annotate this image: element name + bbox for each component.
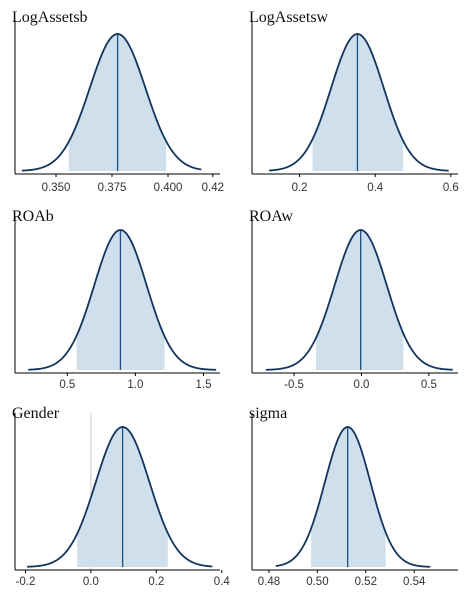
logassetsw-x-tick-label: 0.6 — [443, 182, 459, 194]
gender-x-tick-label: 0.4 — [214, 576, 231, 588]
roab-x-tick-label: 1.0 — [127, 379, 143, 391]
logassetsb-panel-title: LogAssetsb — [12, 9, 88, 26]
roaw-x-tick-label: -0.5 — [284, 379, 304, 391]
roab-x-tick-label: 1.5 — [195, 379, 211, 391]
sigma-x-tick-label: 0.48 — [258, 576, 280, 588]
gender-x-tick-label: -0.2 — [16, 576, 36, 588]
roab-x-tick-label: 0.5 — [59, 379, 75, 391]
logassetsb-density-curve — [21, 33, 202, 172]
logassetsb-x-tick-label: 0.400 — [154, 182, 183, 194]
gender-panel-title: Gender — [12, 405, 60, 422]
logassetsw-density-curve — [269, 33, 449, 172]
roaw-x-tick-label: 0.5 — [421, 379, 437, 391]
roaw-x-tick-label: 0.0 — [353, 379, 369, 391]
logassetsb-x-tick-label: 0.375 — [98, 182, 127, 194]
gender-x-tick-label: 0.0 — [83, 576, 99, 588]
roab-density-curve — [28, 229, 217, 371]
logassetsw-x-tick-label: 0.4 — [367, 182, 384, 194]
sigma-density-curve — [275, 426, 431, 568]
roaw-density-curve — [265, 229, 453, 371]
gender-x-tick-label: 0.2 — [148, 576, 164, 588]
sigma-x-tick-label: 0.52 — [355, 576, 377, 588]
logassetsw-x-tick-label: 0.2 — [292, 182, 308, 194]
sigma-x-tick-label: 0.50 — [306, 576, 328, 588]
sigma-x-tick-label: 0.54 — [403, 576, 426, 588]
roaw-interval-area — [316, 230, 404, 370]
roab-panel-title: ROAb — [12, 208, 54, 225]
sigma-interval-area — [311, 427, 386, 567]
sigma-panel-title: sigma — [249, 405, 287, 422]
gender-density-curve — [27, 426, 213, 568]
logassetsw-panel-title: LogAssetsw — [249, 9, 329, 26]
logassetsb-x-tick-label: 0.350 — [42, 182, 71, 194]
logassetsb-x-tick-label: 0.42 — [202, 182, 224, 194]
roaw-panel-title: ROAw — [249, 208, 293, 225]
